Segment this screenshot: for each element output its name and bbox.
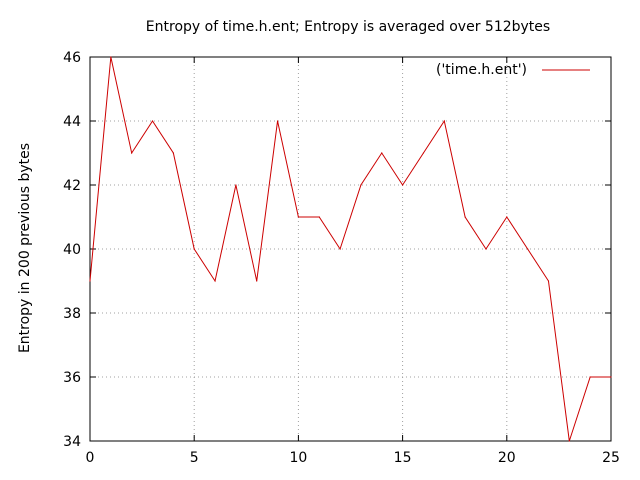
series-line <box>89 56 611 442</box>
legend-label: ('time.h.ent') <box>436 62 527 78</box>
data-point <box>443 120 445 122</box>
y-tick-label: 42 <box>63 178 81 194</box>
y-tick-label: 38 <box>63 306 81 322</box>
data-point <box>131 152 133 154</box>
data-point <box>297 216 299 218</box>
x-tick-label: 15 <box>394 450 412 466</box>
data-point <box>381 152 383 154</box>
y-tick-label: 34 <box>63 434 81 450</box>
data-point <box>547 280 550 282</box>
data-point <box>527 248 529 250</box>
x-tick-label: 20 <box>498 450 516 466</box>
data-point <box>568 440 570 442</box>
data-point <box>110 56 112 58</box>
x-tick-label: 10 <box>289 450 307 466</box>
data-point <box>276 120 279 122</box>
data-point <box>339 248 341 250</box>
data-point <box>256 280 258 282</box>
y-tick-label: 36 <box>63 370 81 386</box>
data-point <box>506 216 508 218</box>
text-layer: Entropy of time.h.ent; Entropy is averag… <box>17 19 620 466</box>
data-point <box>193 248 195 250</box>
y-tick-label: 44 <box>63 114 81 130</box>
data-point <box>89 280 91 282</box>
x-tick-label: 5 <box>190 450 199 466</box>
x-tick-label: 25 <box>602 450 620 466</box>
data-point <box>235 184 237 186</box>
y-axis-title: Entropy in 200 previous bytes <box>17 143 33 353</box>
x-tick-label: 0 <box>86 450 95 466</box>
data-point <box>589 376 591 378</box>
series-layer <box>89 56 612 442</box>
data-point <box>485 248 487 250</box>
data-point <box>360 184 362 186</box>
data-point <box>464 216 466 218</box>
y-tick-label: 40 <box>63 242 81 258</box>
y-tick-label: 46 <box>63 50 81 66</box>
data-point <box>214 280 216 282</box>
data-point <box>402 184 404 186</box>
data-point <box>610 376 612 378</box>
data-point <box>151 120 154 122</box>
grid-layer <box>90 57 611 441</box>
data-point <box>172 152 174 154</box>
chart-title: Entropy of time.h.ent; Entropy is averag… <box>146 19 550 35</box>
data-point <box>422 152 425 154</box>
data-point <box>318 216 320 218</box>
legend: ('time.h.ent') <box>436 62 590 78</box>
